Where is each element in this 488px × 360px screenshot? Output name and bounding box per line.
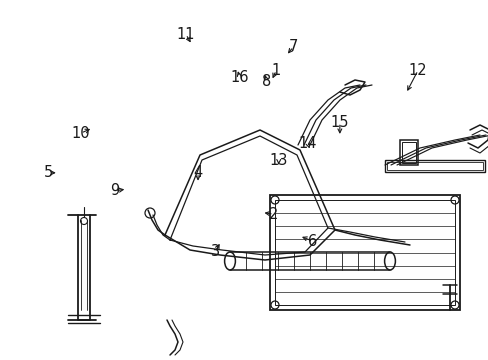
Text: 2: 2 xyxy=(268,207,278,222)
Text: 12: 12 xyxy=(408,63,427,78)
Bar xyxy=(386,162,482,170)
Bar xyxy=(274,200,454,305)
Text: 5: 5 xyxy=(44,165,53,180)
Text: 11: 11 xyxy=(176,27,195,42)
Text: 4: 4 xyxy=(193,165,202,180)
Text: 10: 10 xyxy=(71,126,90,141)
Bar xyxy=(401,142,415,163)
Text: 6: 6 xyxy=(308,234,317,249)
Bar xyxy=(384,160,484,172)
Text: 14: 14 xyxy=(298,136,317,152)
Text: 9: 9 xyxy=(110,183,119,198)
Text: 3: 3 xyxy=(210,244,219,260)
Bar xyxy=(399,140,417,165)
Text: 1: 1 xyxy=(271,63,280,78)
Text: 8: 8 xyxy=(262,73,270,89)
Text: 16: 16 xyxy=(230,70,248,85)
Text: 7: 7 xyxy=(288,39,298,54)
Text: 15: 15 xyxy=(330,115,348,130)
Text: 13: 13 xyxy=(269,153,287,168)
Bar xyxy=(269,195,459,310)
